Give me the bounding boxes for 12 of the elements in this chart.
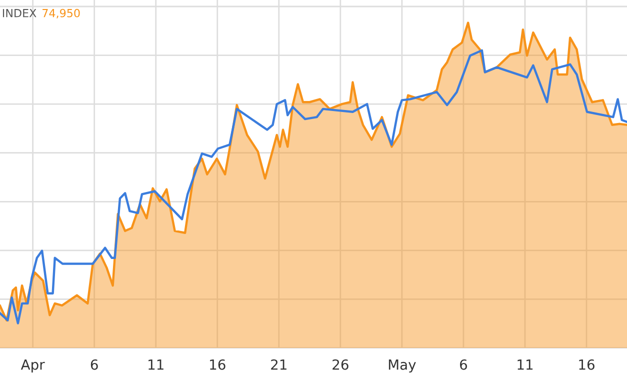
x-tick-label: 26 [332,359,348,370]
x-tick-label: 11 [518,360,533,370]
x-tick-label: May [388,360,416,373]
x-tick-label: 16 [579,359,594,370]
x-tick-label: 16 [210,359,226,370]
x-tick-label: 11 [148,360,164,370]
chart-title: INDEX [2,9,36,18]
x-tick-label: 6 [460,359,467,370]
x-tick-label: Apr [20,360,45,373]
text: 74,950 [42,8,80,18]
x-tick-label: 21 [271,359,286,370]
x-tick-label: 6 [90,359,98,370]
